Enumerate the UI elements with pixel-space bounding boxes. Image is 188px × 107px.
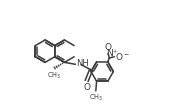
Text: N: N <box>106 49 113 58</box>
Text: O: O <box>105 43 112 52</box>
Text: $^+$: $^+$ <box>111 50 118 56</box>
Text: CH$_3$: CH$_3$ <box>89 92 103 103</box>
Text: O$^-$: O$^-$ <box>115 51 130 62</box>
Text: O: O <box>83 83 90 92</box>
Text: CH$_3$: CH$_3$ <box>47 71 61 81</box>
Text: NH: NH <box>76 59 89 68</box>
